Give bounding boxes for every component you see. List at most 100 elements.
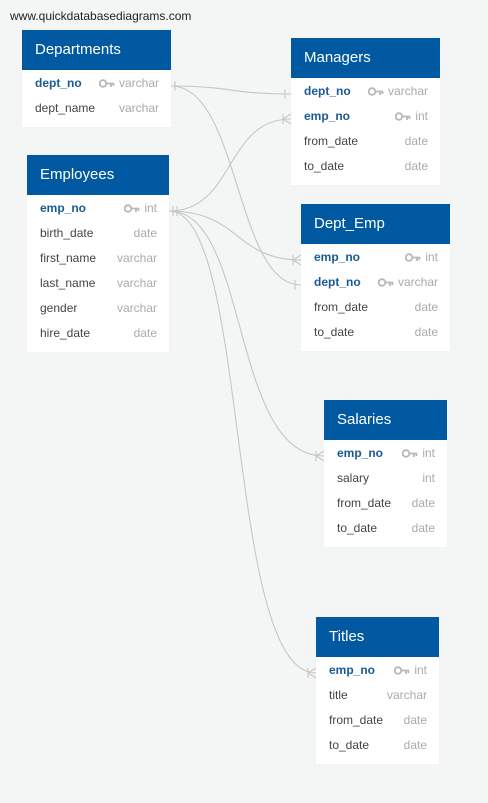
field-type: int bbox=[422, 471, 435, 485]
field-type: date bbox=[133, 326, 157, 340]
key-icon bbox=[404, 245, 421, 270]
key-icon bbox=[98, 71, 115, 96]
field-type: int bbox=[415, 109, 428, 123]
field-type: varchar bbox=[116, 276, 157, 290]
table-title: Managers bbox=[291, 38, 440, 78]
field-row[interactable]: hire_date date bbox=[27, 321, 169, 346]
field-name: emp_no bbox=[337, 446, 384, 460]
field-name: to_date bbox=[304, 159, 345, 173]
table-departments[interactable]: Departments dept_no varchar dept_name va… bbox=[22, 30, 171, 127]
field-name: gender bbox=[40, 301, 78, 315]
rel-employees-managers bbox=[168, 118, 292, 212]
one-marker-employees bbox=[172, 206, 178, 216]
field-name: emp_no bbox=[314, 250, 361, 264]
rel-employees-deptemp bbox=[168, 210, 302, 261]
field-type: date bbox=[403, 738, 427, 752]
crowfoot-salaries-empno bbox=[315, 450, 325, 462]
field-name: title bbox=[329, 688, 348, 702]
field-row[interactable]: emp_no int bbox=[27, 196, 169, 221]
field-row[interactable]: birth_date date bbox=[27, 221, 169, 246]
field-type: date bbox=[403, 713, 427, 727]
field-type: varchar bbox=[116, 301, 157, 315]
field-name: to_date bbox=[329, 738, 370, 752]
field-name: from_date bbox=[314, 300, 369, 314]
field-name: hire_date bbox=[40, 326, 91, 340]
crowfoot-managers-empno bbox=[282, 113, 292, 125]
rel-employees-titles bbox=[168, 210, 317, 674]
field-row[interactable]: from_date date bbox=[324, 491, 447, 516]
field-row[interactable]: emp_no int bbox=[316, 658, 439, 683]
field-name: birth_date bbox=[40, 226, 94, 240]
field-row[interactable]: gender varchar bbox=[27, 296, 169, 321]
field-row[interactable]: dept_no varchar bbox=[301, 270, 450, 295]
field-type: date bbox=[411, 496, 435, 510]
field-row[interactable]: dept_no varchar bbox=[291, 79, 440, 104]
table-employees[interactable]: Employees emp_no int birth_date date fir… bbox=[27, 155, 169, 352]
field-row[interactable]: to_date date bbox=[316, 733, 439, 758]
field-name: emp_no bbox=[329, 663, 376, 677]
field-row[interactable]: from_date date bbox=[291, 129, 440, 154]
table-title: Salaries bbox=[324, 400, 447, 440]
field-type: varchar bbox=[116, 251, 157, 265]
field-name: first_name bbox=[40, 251, 97, 265]
field-name: last_name bbox=[40, 276, 96, 290]
field-name: dept_no bbox=[314, 275, 361, 289]
field-type: int bbox=[425, 250, 438, 264]
field-row[interactable]: dept_no varchar bbox=[22, 71, 171, 96]
field-name: to_date bbox=[337, 521, 378, 535]
field-name: from_date bbox=[329, 713, 384, 727]
crowfoot-titles-empno bbox=[307, 667, 317, 679]
field-row[interactable]: dept_name varchar bbox=[22, 96, 171, 121]
table-managers[interactable]: Managers dept_no varchar emp_no int from… bbox=[291, 38, 440, 185]
field-row[interactable]: to_date date bbox=[301, 320, 450, 345]
table-titles[interactable]: Titles emp_no int title varchar from_dat… bbox=[316, 617, 439, 764]
key-icon bbox=[377, 270, 394, 295]
key-icon bbox=[401, 441, 418, 466]
field-type: date bbox=[404, 159, 428, 173]
field-row[interactable]: from_date date bbox=[316, 708, 439, 733]
table-title: Departments bbox=[22, 30, 171, 70]
table-title: Titles bbox=[316, 617, 439, 657]
field-name: from_date bbox=[337, 496, 392, 510]
field-type: date bbox=[404, 134, 428, 148]
field-row[interactable]: emp_no int bbox=[324, 441, 447, 466]
crowfoot-deptemp-empno bbox=[292, 254, 302, 266]
field-row[interactable]: last_name varchar bbox=[27, 271, 169, 296]
field-name: dept_name bbox=[35, 101, 96, 115]
field-row[interactable]: title varchar bbox=[316, 683, 439, 708]
rel-departments-managers bbox=[170, 85, 292, 95]
field-row[interactable]: salary int bbox=[324, 466, 447, 491]
table-salaries[interactable]: Salaries emp_no int salary int from_date… bbox=[324, 400, 447, 547]
field-name: dept_no bbox=[304, 84, 351, 98]
field-name: emp_no bbox=[40, 201, 87, 215]
field-type: date bbox=[411, 521, 435, 535]
table-dept-emp[interactable]: Dept_Emp emp_no int dept_no varchar from… bbox=[301, 204, 450, 351]
field-row[interactable]: emp_no int bbox=[301, 245, 450, 270]
field-name: emp_no bbox=[304, 109, 351, 123]
field-row[interactable]: from_date date bbox=[301, 295, 450, 320]
field-type: int bbox=[414, 663, 427, 677]
field-name: salary bbox=[337, 471, 370, 485]
key-icon bbox=[393, 658, 410, 683]
field-type: date bbox=[414, 300, 438, 314]
field-type: varchar bbox=[118, 101, 159, 115]
field-type: date bbox=[133, 226, 157, 240]
field-row[interactable]: first_name varchar bbox=[27, 246, 169, 271]
field-row[interactable]: emp_no int bbox=[291, 104, 440, 129]
field-type: varchar bbox=[386, 688, 427, 702]
table-title: Employees bbox=[27, 155, 169, 195]
rel-departments-deptemp bbox=[170, 85, 302, 286]
watermark: www.quickdatabasediagrams.com bbox=[10, 9, 192, 23]
field-row[interactable]: to_date date bbox=[291, 154, 440, 179]
field-type: date bbox=[414, 325, 438, 339]
field-type: varchar bbox=[387, 84, 428, 98]
table-title: Dept_Emp bbox=[301, 204, 450, 244]
field-name: dept_no bbox=[35, 76, 82, 90]
key-icon bbox=[394, 104, 411, 129]
rel-employees-salaries bbox=[168, 210, 325, 457]
field-type: varchar bbox=[397, 275, 438, 289]
field-row[interactable]: to_date date bbox=[324, 516, 447, 541]
field-type: varchar bbox=[118, 76, 159, 90]
field-type: int bbox=[422, 446, 435, 460]
